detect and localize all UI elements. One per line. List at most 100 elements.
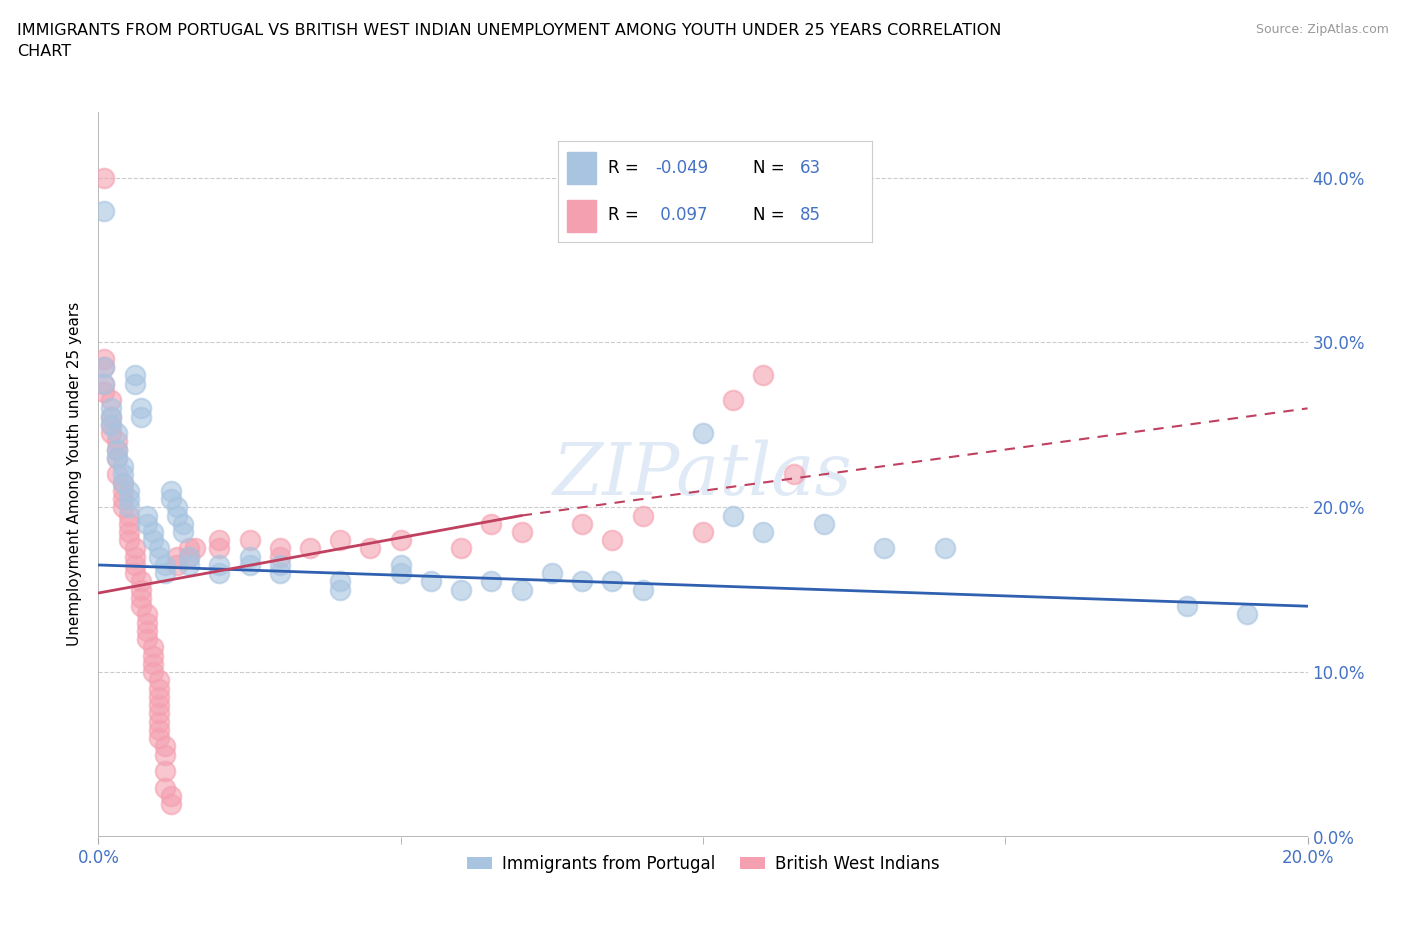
Point bbox=[389, 557, 412, 572]
Point bbox=[692, 525, 714, 539]
Point bbox=[135, 623, 157, 638]
Point bbox=[184, 541, 207, 556]
Point bbox=[934, 541, 956, 556]
Point bbox=[510, 525, 533, 539]
Point bbox=[148, 689, 170, 704]
Point bbox=[129, 409, 152, 424]
Point bbox=[118, 533, 141, 548]
Point bbox=[105, 442, 128, 457]
Point bbox=[105, 467, 128, 482]
Point bbox=[135, 631, 157, 646]
Point bbox=[160, 492, 183, 507]
Point bbox=[329, 574, 352, 589]
Point bbox=[118, 499, 141, 514]
Point bbox=[142, 665, 165, 680]
Point bbox=[93, 352, 115, 366]
Point bbox=[166, 550, 188, 565]
Point bbox=[160, 484, 183, 498]
Point bbox=[723, 508, 745, 523]
Point bbox=[329, 533, 352, 548]
Point bbox=[602, 574, 624, 589]
Point bbox=[1175, 599, 1198, 614]
Point bbox=[179, 550, 201, 565]
Point bbox=[148, 714, 170, 729]
Point bbox=[100, 409, 122, 424]
Point bbox=[148, 673, 170, 688]
Point bbox=[124, 376, 146, 391]
Point bbox=[111, 475, 134, 490]
Point bbox=[135, 616, 157, 631]
Point bbox=[111, 458, 134, 473]
Point bbox=[93, 360, 115, 375]
Point bbox=[105, 426, 128, 441]
Point bbox=[481, 516, 503, 531]
Point bbox=[631, 582, 654, 597]
Point bbox=[239, 550, 262, 565]
Point bbox=[752, 368, 775, 383]
Point bbox=[269, 557, 291, 572]
Point bbox=[602, 533, 624, 548]
Point bbox=[111, 499, 134, 514]
Point bbox=[148, 541, 170, 556]
Point bbox=[93, 376, 115, 391]
Point bbox=[93, 203, 115, 218]
Y-axis label: Unemployment Among Youth under 25 years: Unemployment Among Youth under 25 years bbox=[67, 302, 83, 646]
Point bbox=[124, 565, 146, 580]
Point bbox=[100, 426, 122, 441]
Point bbox=[148, 550, 170, 565]
Point bbox=[360, 541, 382, 556]
Point bbox=[179, 541, 201, 556]
Point bbox=[142, 648, 165, 663]
Text: IMMIGRANTS FROM PORTUGAL VS BRITISH WEST INDIAN UNEMPLOYMENT AMONG YOUTH UNDER 2: IMMIGRANTS FROM PORTUGAL VS BRITISH WEST… bbox=[17, 23, 1001, 60]
Point bbox=[118, 484, 141, 498]
Point bbox=[142, 640, 165, 655]
Point bbox=[124, 557, 146, 572]
Point bbox=[129, 591, 152, 605]
Point bbox=[100, 418, 122, 432]
Point bbox=[153, 747, 176, 762]
Point bbox=[166, 557, 188, 572]
Point bbox=[481, 574, 503, 589]
Point bbox=[208, 541, 231, 556]
Point bbox=[208, 565, 231, 580]
Point bbox=[269, 541, 291, 556]
Point bbox=[111, 492, 134, 507]
Point bbox=[93, 384, 115, 399]
Point bbox=[208, 557, 231, 572]
Point bbox=[813, 516, 835, 531]
Point bbox=[752, 525, 775, 539]
Point bbox=[111, 484, 134, 498]
Point bbox=[105, 442, 128, 457]
Point bbox=[148, 681, 170, 696]
Point bbox=[269, 550, 291, 565]
Point bbox=[100, 392, 122, 407]
Point bbox=[142, 525, 165, 539]
Point bbox=[105, 434, 128, 449]
Point bbox=[148, 698, 170, 712]
Point bbox=[299, 541, 322, 556]
Point bbox=[129, 574, 152, 589]
Point bbox=[873, 541, 896, 556]
Point bbox=[783, 467, 806, 482]
Point bbox=[179, 557, 201, 572]
Point bbox=[239, 557, 262, 572]
Point bbox=[135, 508, 157, 523]
Point bbox=[153, 738, 176, 753]
Point bbox=[269, 565, 291, 580]
Point bbox=[389, 565, 412, 580]
Point bbox=[105, 450, 128, 465]
Point bbox=[93, 170, 115, 185]
Point bbox=[93, 376, 115, 391]
Point bbox=[692, 426, 714, 441]
Point bbox=[160, 789, 183, 804]
Point bbox=[129, 401, 152, 416]
Point bbox=[179, 550, 201, 565]
Point bbox=[124, 368, 146, 383]
Point bbox=[105, 450, 128, 465]
Point bbox=[135, 516, 157, 531]
Point bbox=[118, 525, 141, 539]
Point bbox=[142, 533, 165, 548]
Point bbox=[540, 565, 562, 580]
Point bbox=[329, 582, 352, 597]
Point bbox=[124, 541, 146, 556]
